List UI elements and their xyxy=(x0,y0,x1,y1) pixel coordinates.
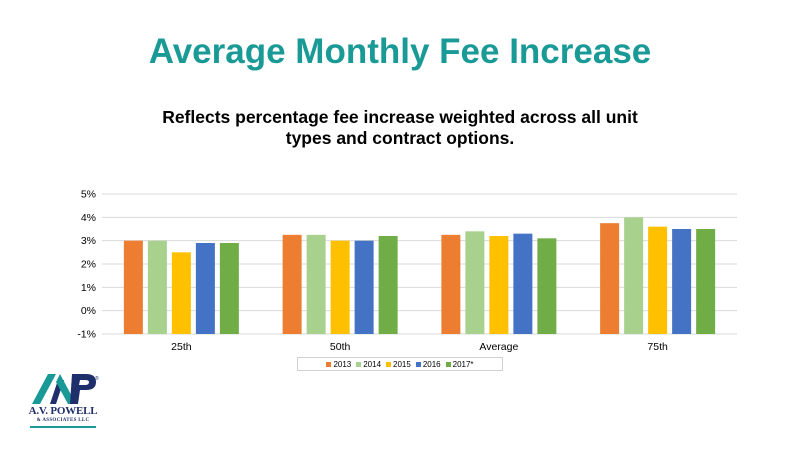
legend-item: 2017* xyxy=(445,359,474,369)
chart-title: Average Monthly Fee Increase xyxy=(148,32,652,71)
y-tick-label: 4% xyxy=(81,212,96,224)
registered-mark: ® xyxy=(95,375,99,382)
avp-logo-mark: ® xyxy=(32,374,99,404)
bar-2015-average xyxy=(489,236,509,334)
bar-2014-25th xyxy=(147,240,167,334)
legend-item: 2015 xyxy=(386,360,411,369)
bar-2017-75th xyxy=(696,229,716,334)
y-tick-label: -1% xyxy=(77,329,96,341)
company-logo: ® A.V. POWELL & ASSOCIATES LLC xyxy=(26,372,100,430)
legend-item: 2013 xyxy=(326,360,351,369)
bar-2016-75th xyxy=(672,229,692,334)
legend-swatch xyxy=(356,361,362,367)
bar-layer xyxy=(123,217,716,334)
bar-2015-25th xyxy=(171,252,191,334)
legend-label: 2015 xyxy=(393,359,411,369)
legend-swatch xyxy=(326,361,332,367)
x-tick-label: 25th xyxy=(171,341,192,353)
legend-item: 2016 xyxy=(415,359,441,369)
legend-label: 2014 xyxy=(363,359,382,369)
bar-2014-average xyxy=(465,231,485,334)
legend-item: 2014 xyxy=(356,360,381,369)
bar-2016-25th xyxy=(195,243,215,334)
y-tick-label: 2% xyxy=(81,259,96,271)
x-tick-label: 75th xyxy=(647,341,668,353)
legend-swatch xyxy=(386,361,392,367)
y-tick-label: 5% xyxy=(81,189,96,201)
bar-2016-50th xyxy=(354,240,374,334)
legend-swatch xyxy=(415,361,421,367)
bar-2017-average xyxy=(537,238,557,334)
bar-2013-25th xyxy=(123,240,143,334)
bar-2014-50th xyxy=(306,234,326,334)
y-tick-label: 3% xyxy=(81,235,96,247)
bar-2017-25th xyxy=(219,243,239,334)
bar-2013-75th xyxy=(600,223,620,334)
chart-legend: 2013 2014 2015 2016 2017* xyxy=(297,357,503,371)
legend-label: 2016 xyxy=(422,359,441,369)
y-tick-label: 0% xyxy=(81,305,96,317)
chart-subtitle: Reflects percentage fee increase weighte… xyxy=(162,107,638,148)
bar-2013-average xyxy=(441,234,461,334)
x-tick-label: 50th xyxy=(330,341,351,353)
logo-underline xyxy=(30,426,96,428)
y-tick-label: 1% xyxy=(81,282,96,294)
bar-2015-50th xyxy=(330,240,350,334)
legend-label: 2017* xyxy=(452,359,474,369)
bar-2015-75th xyxy=(648,226,668,334)
label-layer: 5% 4% 3% 2% 1% 0% -1% 25th 50th Average 75th xyxy=(77,189,668,354)
logo-company-name: A.V. POWELL xyxy=(28,405,98,417)
legend-label: 2013 xyxy=(333,359,352,369)
x-tick-label: Average xyxy=(479,341,518,353)
logo-company-tagline: & ASSOCIATES LLC xyxy=(36,418,90,423)
legend-swatch xyxy=(445,361,451,367)
bar-2014-75th xyxy=(624,217,644,334)
bar-2013-50th xyxy=(282,234,302,334)
bar-2017-50th xyxy=(378,236,398,334)
bar-2016-average xyxy=(513,233,533,334)
